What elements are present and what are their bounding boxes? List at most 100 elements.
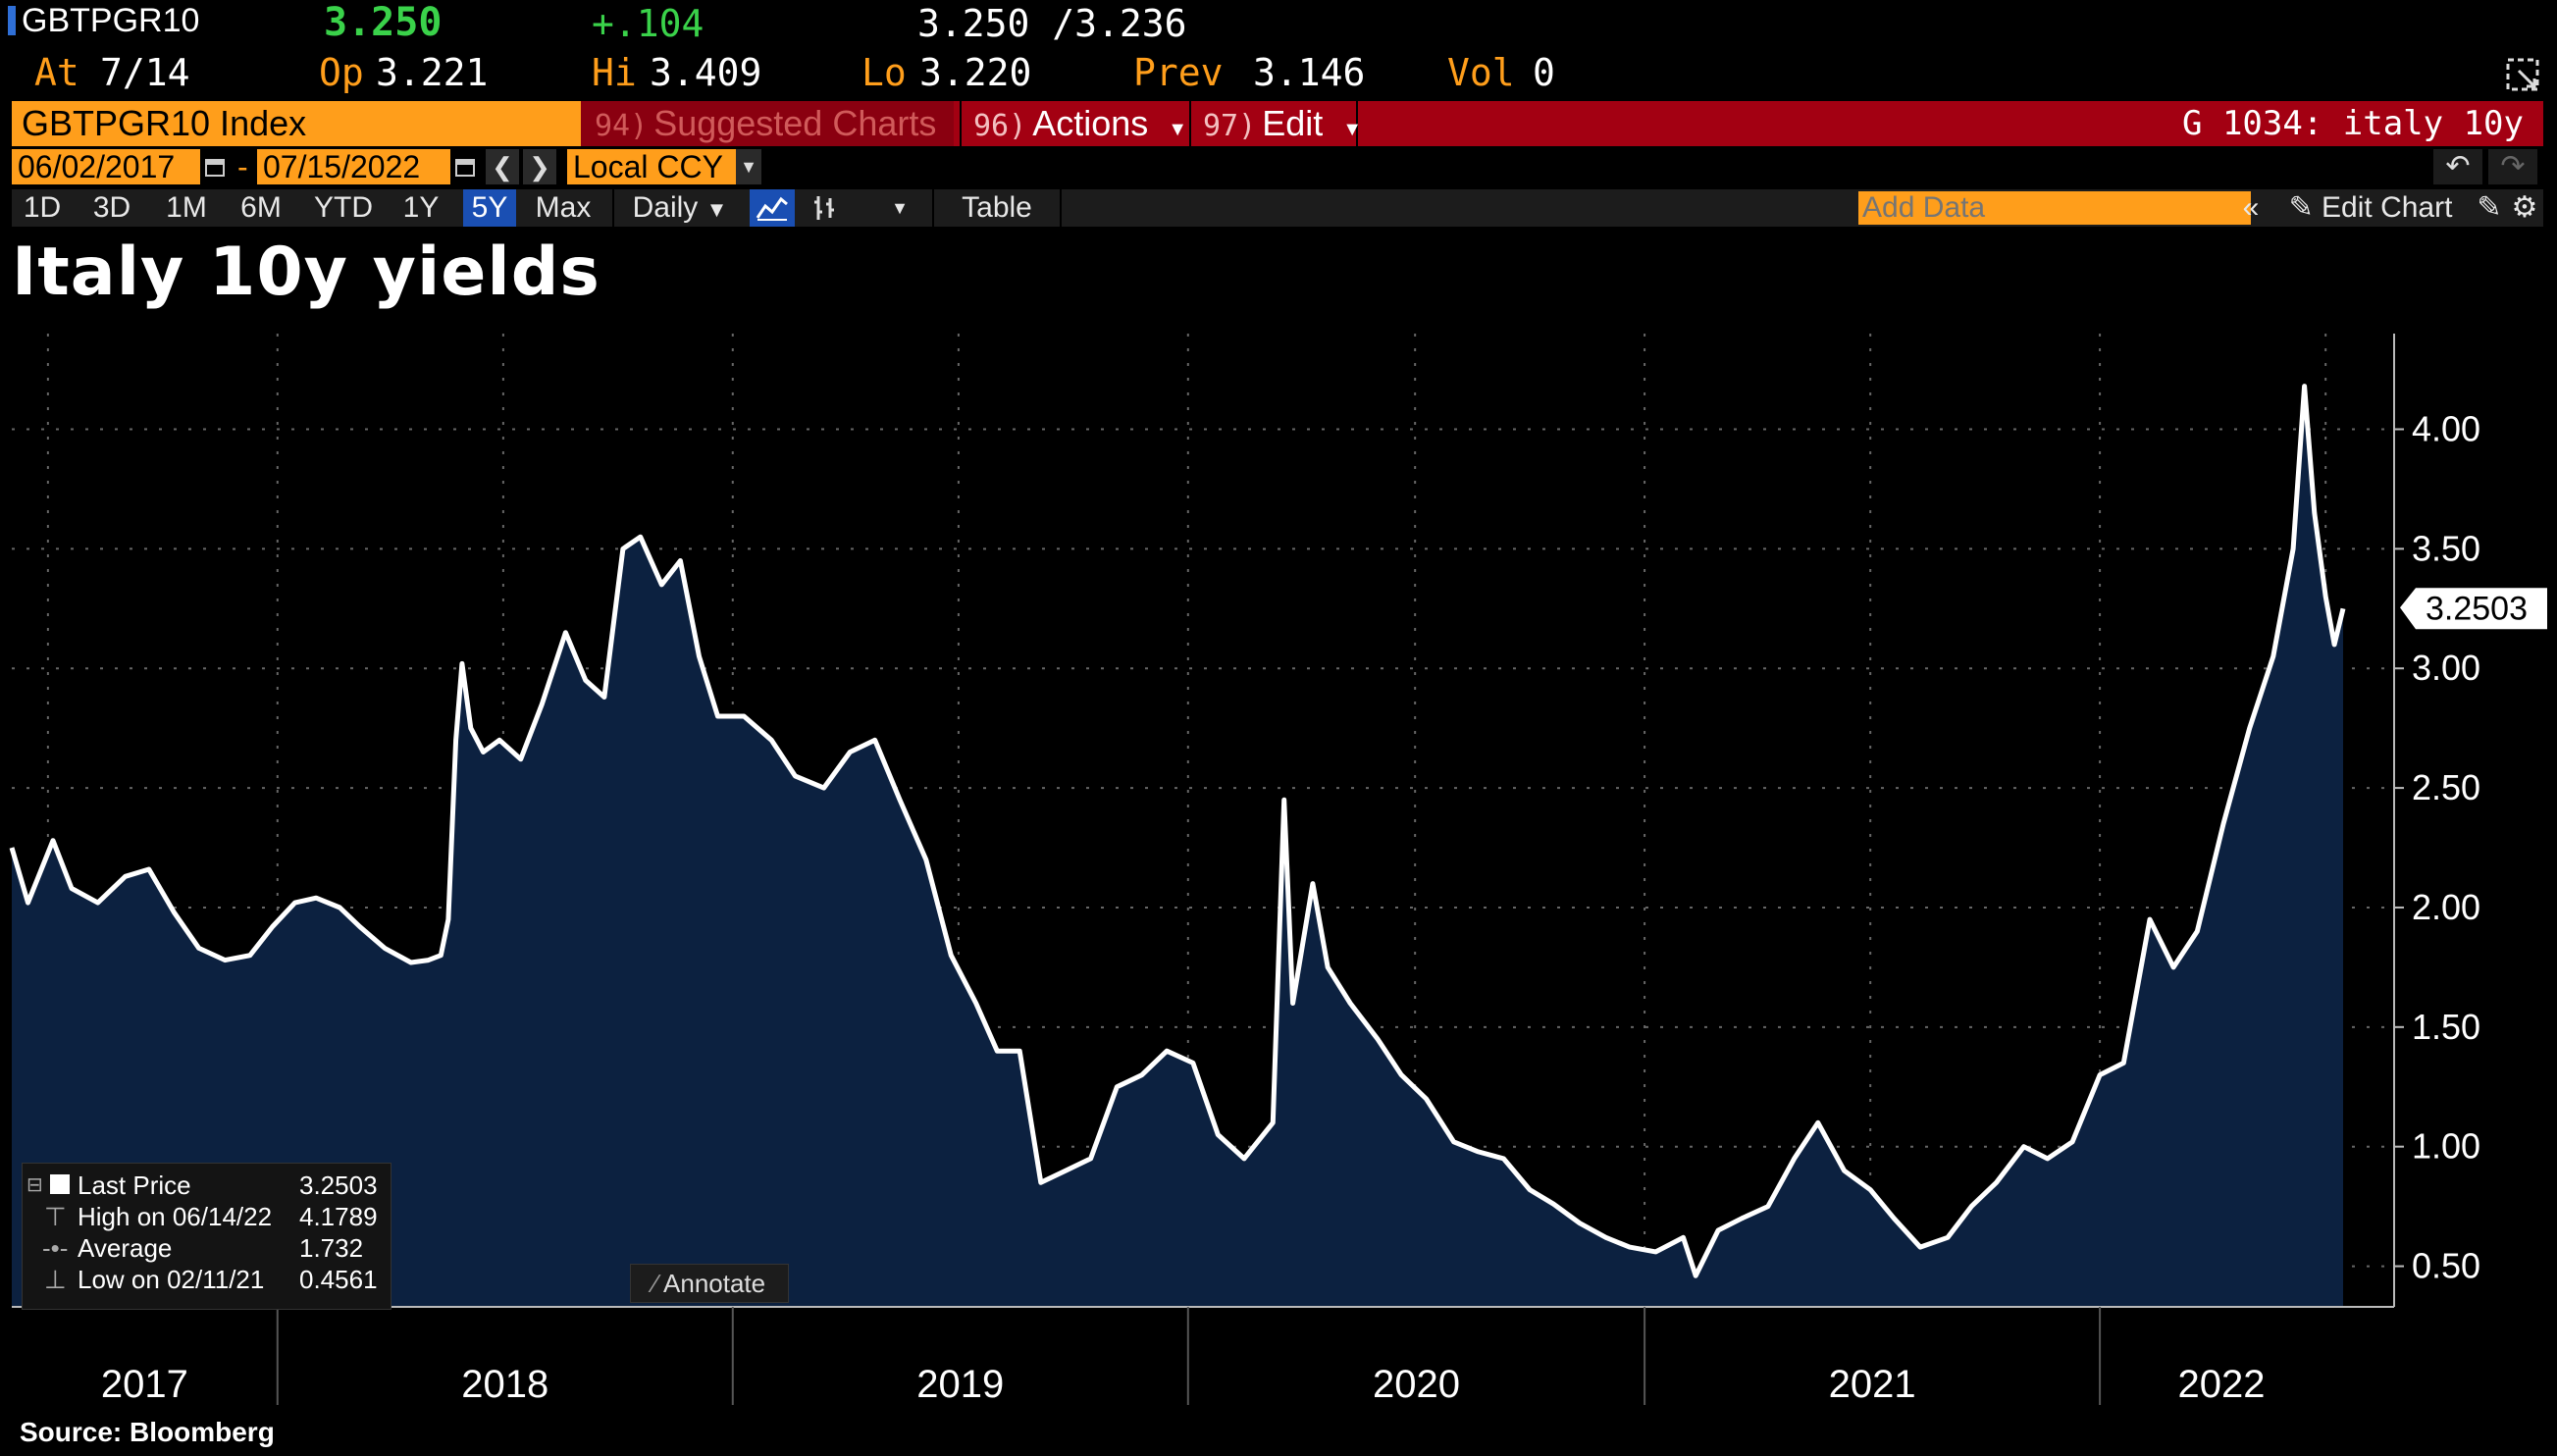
y-tick-label: 4.00 [2412,408,2480,448]
quote-change: +.104 [592,2,704,45]
collapse-icon[interactable]: « [2242,191,2260,224]
currency-select[interactable]: Local CCY [567,149,742,184]
actions-num: 96) [973,109,1027,143]
security-field[interactable]: GBTPGR10 Index [12,101,581,146]
legend-high-label: High on 06/14/22 [78,1202,273,1231]
open-label: Op [319,51,364,94]
y-axis: 4.00 3.50 3.00 2.50 2.00 1.50 1.00 0.50 [2394,408,2480,1286]
y-tick-label: 3.00 [2412,648,2480,688]
period-max[interactable]: Max [535,191,592,224]
period-1m[interactable]: 1M [166,191,207,224]
frequency-select[interactable]: Daily ▼ [612,189,746,227]
period-1y[interactable]: 1Y [402,191,440,224]
undo-icon[interactable]: ↶ [2433,149,2482,184]
legend-swatch [50,1174,70,1194]
x-tick-label: 2018 [461,1363,548,1406]
at-value: 7/14 [100,51,190,94]
legend-row-low: ⊥ Low on 02/11/21 0.4561 [23,1264,391,1295]
calendar-icon[interactable] [450,149,480,184]
function-label: G 1034: italy 10y [2182,104,2524,143]
y-tick-label: 1.00 [2412,1126,2480,1167]
chart-area: 4.003.503.002.502.001.501.000.50 2017 201… [9,334,2547,1406]
legend-row-high: ⊤ High on 06/14/22 4.1789 [23,1201,391,1232]
maximize-icon[interactable] [2505,57,2540,92]
date-range-row: 06/02/2017 - 07/15/2022 ❮ ❯ Local CCY ▼ … [12,149,2543,186]
bar-chart-icon[interactable] [803,189,848,227]
edit-menu[interactable]: 97) Edit ▼ [1189,101,1362,146]
legend-last-value: 3.2503 [299,1170,378,1200]
annotate-label: Annotate [663,1269,766,1298]
frequency-label: Daily [632,191,699,224]
quote-last-price: 3.250 [324,0,443,45]
suggested-num: 94) [595,109,649,143]
low-marker-icon: ⊥ [44,1265,67,1294]
x-tick-label: 2020 [1373,1363,1460,1406]
x-tick-label: 2022 [2178,1363,2266,1406]
legend-avg-label: Average [78,1233,173,1263]
period-5y[interactable]: 5Y [463,189,516,227]
prev-period-icon[interactable]: ❮ [486,149,519,184]
at-label: At [34,51,79,94]
edit-legend-icon[interactable]: ✎ [2477,191,2502,224]
y-tick-label: 2.50 [2412,767,2480,807]
low-value: 3.220 [919,51,1032,94]
high-value: 3.409 [650,51,762,94]
vol-value: 0 [1533,51,1555,94]
end-date-input[interactable]: 07/15/2022 [257,149,457,184]
last-value-tag-shape [2400,588,2547,630]
ticker-marker [8,6,16,35]
price-line [9,384,2346,1278]
quote-ticker: GBTPGR10 [22,2,200,39]
quote-bid-ask: 3.250 /3.236 [917,2,1187,45]
edit-chart-label: Edit Chart [2322,191,2453,224]
chevron-down-icon: ▼ [705,197,728,222]
area-fill [12,386,2343,1308]
actions-label: Actions [1032,103,1149,143]
open-value: 3.221 [376,51,489,94]
edit-chart-button[interactable]: ✎ Edit Chart [2272,189,2469,227]
x-tick-label: 2017 [101,1363,188,1406]
y-tick-label: 2.00 [2412,887,2480,927]
suggested-label: Suggested Charts [653,103,937,143]
edit-label: Edit [1262,103,1324,143]
chevron-down-icon: ▼ [1168,119,1188,140]
chart-title: Italy 10y yields [12,234,600,311]
period-ytd[interactable]: YTD [314,191,373,224]
x-tick-label: 2019 [916,1363,1004,1406]
legend-high-value: 4.1789 [299,1202,378,1231]
redo-icon[interactable]: ↷ [2488,149,2537,184]
suggested-charts-button[interactable]: 94) Suggested Charts [581,101,954,146]
table-button[interactable]: Table [932,189,1062,227]
edit-num: 97) [1203,109,1257,143]
quote-header: GBTPGR10 3.250 +.104 3.250 /3.236 At 7/1… [0,0,2557,98]
settings-icon[interactable]: ⚙ [2511,191,2538,224]
prev-label: Prev [1133,51,1224,94]
next-period-icon[interactable]: ❯ [523,149,556,184]
period-1d[interactable]: 1D [23,191,62,224]
start-date-input[interactable]: 06/02/2017 [12,149,206,184]
x-tick-label: 2021 [1829,1363,1916,1406]
high-marker-icon: ⊤ [44,1202,67,1231]
legend-low-label: Low on 02/11/21 [78,1265,265,1294]
legend-row-average: -•- Average 1.732 [23,1232,391,1264]
add-data-input[interactable] [1858,191,2251,225]
legend: ⊟ Last Price 3.2503 ⊤ High on 06/14/22 4… [22,1163,391,1310]
line-chart-icon[interactable] [750,189,795,227]
low-label: Lo [861,51,907,94]
calendar-icon[interactable] [200,149,230,184]
chevron-down-icon[interactable]: ▼ [736,149,761,184]
legend-row-last[interactable]: ⊟ Last Price 3.2503 [23,1170,391,1201]
pencil-icon: ✎ [2288,191,2314,224]
actions-menu[interactable]: 96) Actions ▼ [960,101,1187,146]
y-tick-label: 3.50 [2412,528,2480,568]
average-marker-icon: -•- [42,1233,69,1263]
chart-type-dropdown[interactable]: ▼ [891,198,909,218]
y-tick-label: 1.50 [2412,1007,2480,1047]
period-toolbar: 1D 3D 1M 6M YTD 1Y 5Y Max Daily ▼ ▼ Tabl… [12,189,2543,227]
command-bar: GBTPGR10 Index 94) Suggested Charts 96) Ac… [12,101,2543,146]
last-value-label: 3.2503 [2426,590,2528,627]
annotate-button[interactable]: ∕ Annotate [630,1264,789,1303]
period-6m[interactable]: 6M [240,191,282,224]
period-3d[interactable]: 3D [92,191,131,224]
collapse-icon[interactable]: ⊟ [26,1174,43,1196]
